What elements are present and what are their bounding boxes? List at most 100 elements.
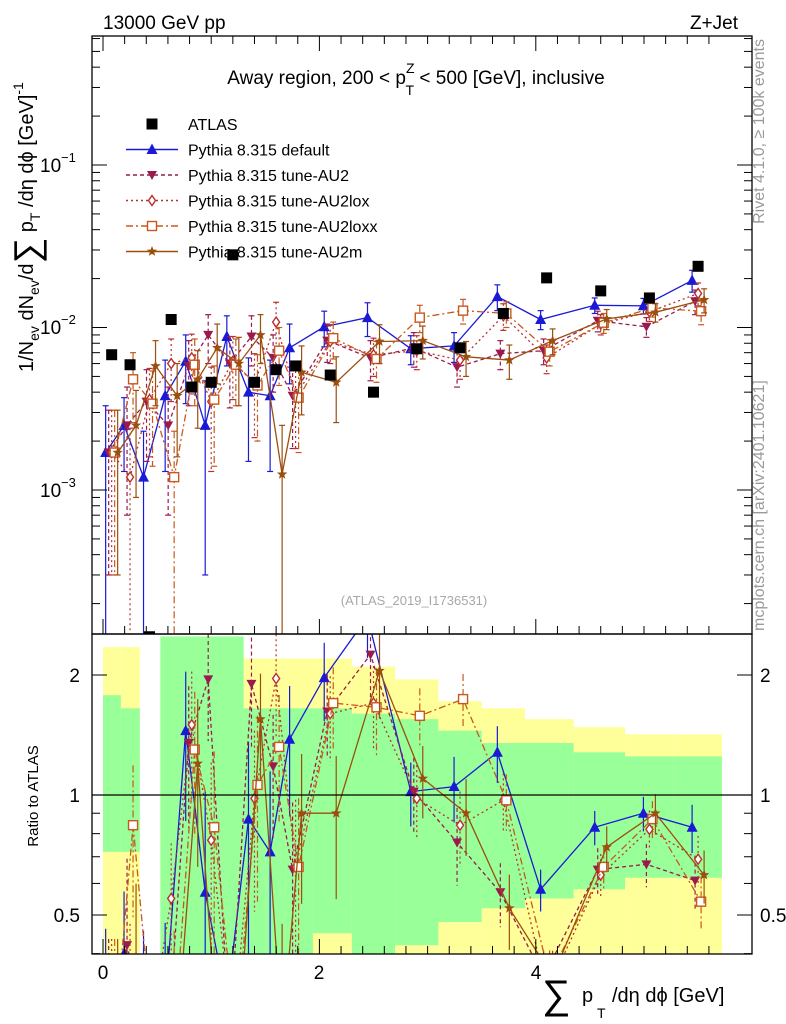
series-4-ratio bbox=[117, 634, 710, 954]
axis-ticks bbox=[92, 36, 752, 955]
ratio-band-inner bbox=[481, 743, 525, 909]
atlas-point bbox=[368, 386, 379, 398]
ratio-tick-label-right-2: 2 bbox=[760, 666, 771, 687]
ratio-point bbox=[296, 807, 307, 818]
ratio-point bbox=[457, 693, 469, 705]
data-point bbox=[457, 305, 469, 316]
data-point bbox=[331, 376, 342, 387]
data-point bbox=[150, 360, 161, 371]
data-point bbox=[138, 471, 150, 482]
x-tick-label-2: 2 bbox=[314, 963, 325, 984]
data-point bbox=[296, 366, 307, 377]
data-point bbox=[130, 419, 142, 430]
data-point bbox=[168, 471, 180, 483]
ratio-point bbox=[408, 787, 419, 797]
ratio-point bbox=[414, 710, 425, 722]
ratio-point bbox=[641, 860, 652, 870]
data-point bbox=[589, 299, 601, 310]
data-point bbox=[318, 320, 330, 332]
data-point bbox=[417, 335, 428, 346]
ratio-point bbox=[180, 724, 192, 736]
rivet-version-label: Rivet 4.1.0, ≥ 100k events bbox=[751, 39, 768, 224]
ratio-point bbox=[589, 821, 601, 832]
ratio-point bbox=[412, 792, 422, 805]
svg-text:p: p bbox=[582, 985, 593, 1007]
atlas-point bbox=[324, 369, 336, 381]
atlas-point bbox=[454, 342, 466, 354]
ratio-tick-label-right-1: 1 bbox=[760, 786, 771, 807]
y-tick-label-1e-1: 10 −1 bbox=[40, 150, 76, 177]
data-point bbox=[125, 470, 135, 484]
series-0-ratio bbox=[105, 634, 698, 1008]
ratio-point bbox=[645, 823, 654, 836]
ratio-point bbox=[686, 821, 698, 832]
data-point bbox=[271, 315, 281, 329]
ratio-point bbox=[371, 702, 382, 713]
ratio-point bbox=[695, 896, 707, 907]
data-point bbox=[147, 398, 158, 409]
svg-text:−3: −3 bbox=[61, 475, 76, 490]
ratio-point bbox=[460, 807, 472, 818]
legend-marker bbox=[146, 246, 158, 256]
data-point bbox=[233, 358, 245, 368]
ratio-point bbox=[328, 697, 339, 709]
ratio-tick-label-right-0-5: 0.5 bbox=[760, 906, 786, 927]
ratio-point bbox=[504, 902, 515, 913]
data-point bbox=[199, 419, 211, 430]
data-point bbox=[159, 389, 171, 401]
data-point bbox=[255, 329, 266, 340]
data-point bbox=[273, 345, 285, 356]
legend-label: ATLAS bbox=[188, 117, 238, 134]
main-plot-series bbox=[100, 249, 710, 634]
atlas-point bbox=[595, 285, 607, 297]
ratio-point bbox=[650, 807, 661, 818]
ratio-point bbox=[160, 997, 171, 1008]
atlas-point bbox=[270, 364, 282, 376]
data-point bbox=[212, 342, 223, 353]
legend-label: Pythia 8.315 tune-AU2m bbox=[188, 245, 362, 262]
atlas-point bbox=[165, 314, 177, 326]
ratio-band-inner bbox=[222, 636, 244, 954]
ratio-band-inner bbox=[524, 743, 574, 899]
data-point bbox=[208, 394, 220, 405]
plot-title: Away region, 200 < pZ T < 500 [GeV], incl… bbox=[227, 60, 604, 98]
svg-text:−1: −1 bbox=[61, 150, 76, 165]
svg-text:∑: ∑ bbox=[542, 973, 571, 1017]
ratio-point bbox=[199, 886, 211, 897]
svg-text:10: 10 bbox=[40, 481, 61, 502]
data-point bbox=[698, 294, 710, 305]
ratio-point bbox=[637, 807, 649, 818]
data-point bbox=[221, 330, 233, 342]
data-point bbox=[544, 346, 555, 357]
data-point bbox=[547, 335, 558, 346]
series-0-main bbox=[100, 269, 698, 634]
ratio-point bbox=[596, 868, 606, 882]
ratio-point bbox=[693, 853, 703, 866]
ratio-point bbox=[374, 665, 385, 676]
legend-marker bbox=[146, 118, 158, 130]
mcplots-source-label: mcplots.cern.ch [arXiv:2401.10621] bbox=[751, 380, 768, 631]
data-point bbox=[171, 390, 183, 401]
data-point bbox=[495, 349, 506, 359]
ratio-point bbox=[535, 883, 547, 894]
ratio-point bbox=[491, 746, 503, 757]
data-point bbox=[641, 322, 652, 332]
data-point bbox=[535, 313, 547, 325]
ratio-point bbox=[417, 773, 428, 783]
data-point bbox=[246, 332, 257, 342]
atlas-point bbox=[643, 292, 655, 304]
analysis-watermark: (ATLAS_2019_I1736531) bbox=[341, 593, 487, 608]
ratio-tick-label-left-0-5: 0.5 bbox=[54, 906, 80, 927]
ratio-point bbox=[166, 892, 176, 905]
ratio-point bbox=[206, 834, 216, 847]
ratio-point bbox=[127, 819, 139, 831]
svg-text:1/Nev dNev/d∑ pT /dη dϕ [GeV]: 1/Nev dNev/d∑ pT /dη dϕ [GeV]-1 bbox=[6, 82, 47, 372]
ratio-point bbox=[189, 744, 200, 755]
ratio-uncertainty-bands bbox=[103, 636, 722, 954]
ratio-point bbox=[318, 671, 330, 683]
ratio-point bbox=[187, 718, 197, 732]
legend-label: Pythia 8.315 tune-AU2loxx bbox=[188, 219, 377, 236]
ratio-point bbox=[208, 822, 220, 833]
atlas-point bbox=[497, 307, 509, 319]
